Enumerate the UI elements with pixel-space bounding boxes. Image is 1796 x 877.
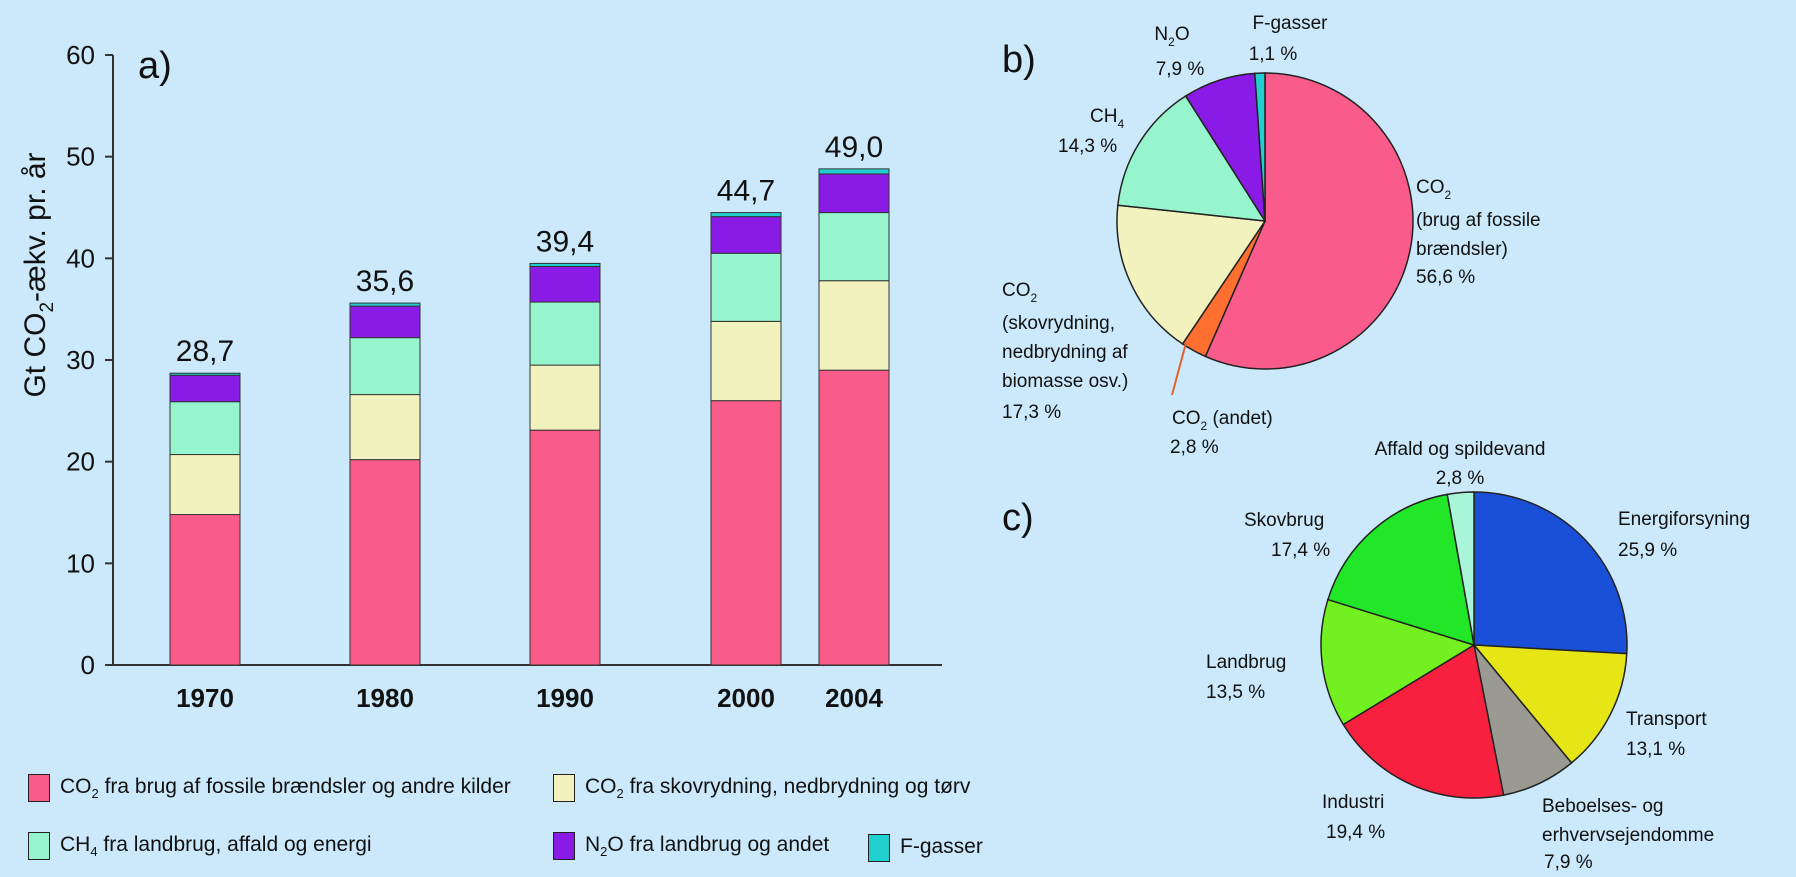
pie-slice [1472, 644, 1628, 764]
pie-c-label-landbrug: Landbrug [1206, 652, 1286, 673]
panel-label-a: a) [138, 45, 172, 87]
pie-slice [1253, 72, 1266, 222]
y-axis-title: Gt CO2-ækv. pr. år [19, 152, 58, 397]
pie-b-value-co2-skov: 17,3 % [1002, 402, 1061, 423]
bar-segment [349, 305, 421, 339]
bar-segment [818, 173, 890, 214]
pie-c-slices [1320, 491, 1628, 799]
pie-slice [1446, 491, 1475, 646]
bar-segment [169, 514, 241, 666]
pie-chart-panel-c: c) Affald og spildevand 2,8 % Energifors… [1002, 439, 1750, 873]
pie-c-value-affald: 2,8 % [1436, 468, 1485, 489]
pie-c-value-bolig: 7,9 % [1544, 852, 1593, 873]
bar-chart-panel-a: a) 0 10 20 30 40 50 60 1970 1980 1990 2000 2004 28… [19, 40, 942, 713]
bar-total-label: 39,4 [536, 225, 594, 258]
pie-b-slices [1116, 72, 1414, 370]
pie-c-label-industri: Industri [1322, 792, 1384, 813]
pie-slice [1204, 72, 1414, 370]
x-tick-label: 1980 [356, 683, 414, 713]
pie-c-value-industri: 19,4 % [1326, 822, 1385, 843]
bar-segment [349, 337, 421, 396]
pie-b-leader-andet [1171, 342, 1187, 396]
bar-segment [818, 168, 890, 175]
bar-segment [710, 212, 782, 218]
bar-total-label: 35,6 [356, 265, 414, 298]
pie-b-label-ch4: CH4 [1090, 106, 1124, 131]
pie-b-label-co2-skov: CO2 (skovrydning, nedbrydning af biomass… [1002, 280, 1133, 392]
pie-c-value-energi: 25,9 % [1618, 540, 1677, 561]
pie-b-label-co2-andet: CO2 (andet) [1172, 408, 1273, 433]
panel-label-c: c) [1002, 497, 1034, 539]
x-tick-label: 1990 [536, 683, 594, 713]
pie-b-value-co2-fossil: 56,6 % [1416, 267, 1475, 288]
y-tick-label: 50 [66, 142, 95, 172]
bar-segment [529, 364, 601, 431]
pie-slice [1326, 493, 1475, 647]
bar-segment [529, 265, 601, 303]
bar-segment [169, 401, 241, 456]
pie-b-value-fgasser: 1,1 % [1249, 44, 1298, 65]
pie-b-label-n2o: N2O [1154, 24, 1189, 49]
pie-c-value-transport: 13,1 % [1626, 739, 1685, 760]
bar-segment [529, 429, 601, 666]
pie-b-labels: F-gasser 1,1 % N2O 7,9 % CH4 14,3 % CO2 … [1002, 13, 1546, 458]
panel-label-b: b) [1002, 39, 1036, 81]
y-axis-ticks: 0 10 20 30 40 50 60 [66, 40, 113, 680]
y-tick-label: 40 [66, 243, 95, 273]
bar-total-label: 28,7 [176, 335, 234, 368]
pie-c-value-skov: 17,4 % [1271, 540, 1330, 561]
stacked-bars [169, 168, 890, 666]
x-axis-ticks: 1970 1980 1990 2000 2004 [176, 683, 883, 713]
pie-c-value-landbrug: 13,5 % [1206, 682, 1265, 703]
pie-slice [1116, 204, 1267, 345]
bar-segment [169, 374, 241, 403]
pie-c-label-skov: Skovbrug [1244, 510, 1324, 531]
bar-segment [818, 212, 890, 282]
bar-total-label: 49,0 [825, 131, 883, 164]
pie-b-value-ch4: 14,3 % [1058, 136, 1117, 157]
bar-segment [349, 459, 421, 666]
pie-c-label-energi: Energiforsyning [1618, 509, 1750, 530]
bar-segment [529, 262, 601, 267]
x-tick-label: 2004 [825, 683, 883, 713]
bar-segment [169, 372, 241, 376]
bar-segment [349, 302, 421, 307]
bar-segment [710, 400, 782, 666]
y-tick-label: 60 [66, 40, 95, 70]
y-tick-label: 20 [66, 447, 95, 477]
pie-chart-panel-b: b) F-gasser 1,1 % N2O 7,9 % CH4 14,3 % C… [1002, 13, 1546, 458]
pie-c-label-affald: Affald og spildevand [1375, 439, 1546, 460]
bar-total-labels: 28,7 35,6 39,4 44,7 49,0 [176, 131, 883, 368]
bar-segment [710, 320, 782, 402]
pie-slice [1342, 643, 1505, 799]
bar-segment [529, 301, 601, 366]
pie-b-label-fgasser: F-gasser [1253, 13, 1329, 34]
bar-segment [349, 394, 421, 461]
bar-segment [818, 369, 890, 666]
pie-b-value-co2-andet: 2,8 % [1170, 437, 1219, 458]
x-tick-label: 2000 [717, 683, 775, 713]
bar-segment [818, 280, 890, 371]
pie-slice [1320, 598, 1476, 726]
pie-slice [1473, 491, 1628, 655]
pie-c-label-transport: Transport [1626, 709, 1707, 730]
y-tick-label: 10 [66, 548, 95, 578]
pie-slice [1117, 95, 1267, 222]
pie-b-label-co2-fossil: CO2 (brug af fossile brændsler) [1416, 177, 1546, 260]
x-tick-label: 1970 [176, 683, 234, 713]
y-tick-label: 0 [81, 650, 95, 680]
y-tick-label: 30 [66, 345, 95, 375]
bar-segment [169, 454, 241, 516]
bar-segment [710, 216, 782, 254]
bar-segment [710, 252, 782, 322]
pie-c-label-bolig: Beboelses- og erhvervsejendomme [1542, 796, 1714, 846]
bar-total-label: 44,7 [717, 175, 775, 208]
pie-c-labels: Affald og spildevand 2,8 % Energiforsyni… [1206, 439, 1750, 873]
pie-b-value-n2o: 7,9 % [1156, 59, 1205, 80]
